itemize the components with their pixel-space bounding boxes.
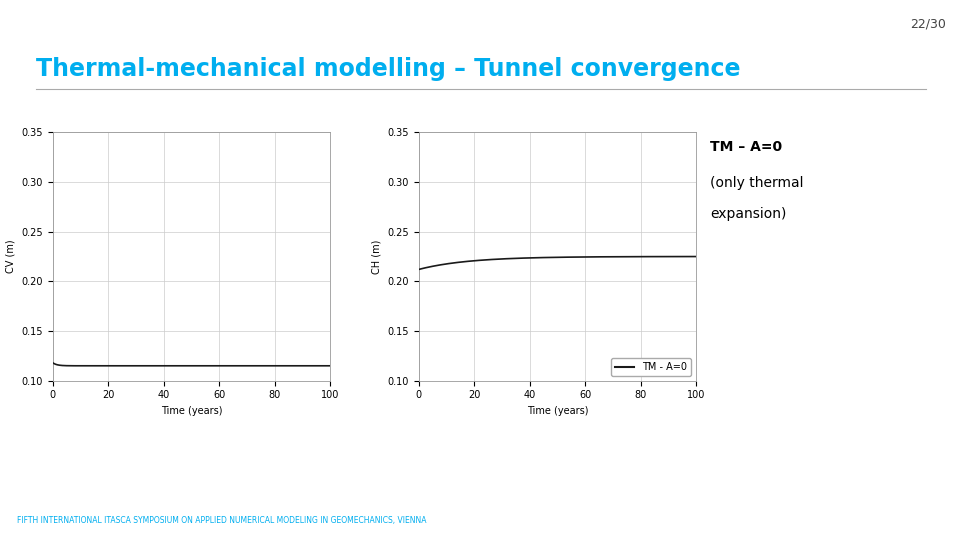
X-axis label: Time (years): Time (years) (527, 406, 588, 416)
Legend: TM - A=0: TM - A=0 (612, 358, 691, 376)
Text: 22/30: 22/30 (910, 17, 946, 30)
Text: TM – A=0: TM – A=0 (710, 140, 782, 154)
X-axis label: Time (years): Time (years) (160, 406, 222, 416)
Text: expansion): expansion) (710, 207, 787, 221)
Text: FIFTH INTERNATIONAL ITASCA SYMPOSIUM ON APPLIED NUMERICAL MODELING IN GEOMECHANI: FIFTH INTERNATIONAL ITASCA SYMPOSIUM ON … (17, 516, 427, 525)
Y-axis label: CH (m): CH (m) (372, 239, 382, 274)
Text: (only thermal: (only thermal (710, 176, 804, 190)
Y-axis label: CV (m): CV (m) (6, 240, 16, 273)
Text: Thermal-mechanical modelling – Tunnel convergence: Thermal-mechanical modelling – Tunnel co… (36, 57, 741, 80)
